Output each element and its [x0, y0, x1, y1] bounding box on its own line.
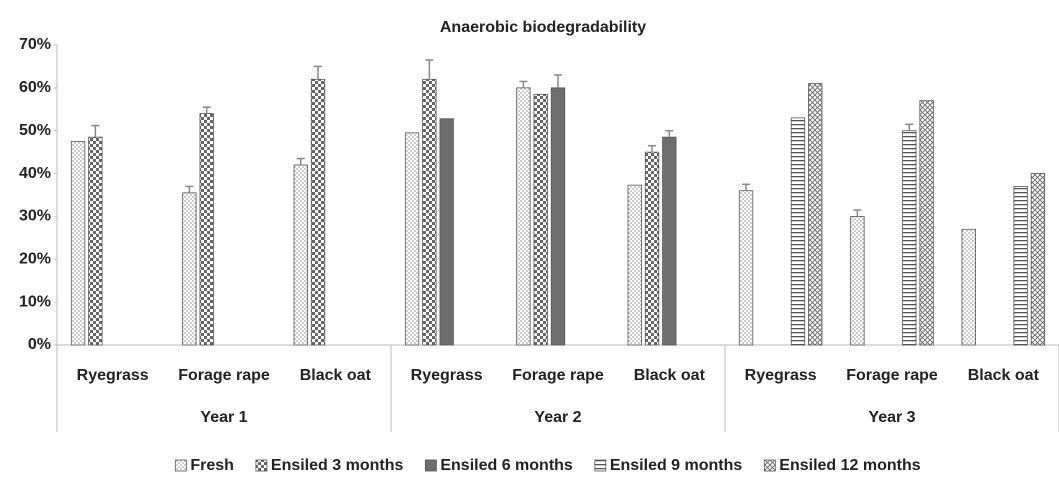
- legend-swatch: [763, 459, 776, 472]
- bar: [790, 117, 806, 346]
- y-tick-label: 60%: [19, 79, 51, 96]
- y-tick-label: 20%: [19, 251, 51, 268]
- x-tick-label: Ryegrass: [745, 367, 817, 384]
- x-tick-label: Forage rape: [178, 367, 270, 384]
- bar: [738, 190, 754, 346]
- error-bar: [554, 74, 562, 88]
- group-label: Year 1: [200, 409, 247, 426]
- bar: [808, 83, 823, 346]
- error-bar: [314, 65, 323, 80]
- error-bar: [905, 123, 914, 131]
- legend-swatch: [594, 459, 607, 472]
- x-tick-label: Ryegrass: [411, 367, 483, 384]
- y-tick-label: 70%: [19, 36, 51, 53]
- legend-label: Ensiled 3 months: [271, 457, 404, 474]
- y-tick-label: 50%: [19, 122, 51, 139]
- bar: [644, 151, 660, 346]
- chart-title: Anaerobic biodegradability: [440, 19, 646, 36]
- error-bar: [296, 157, 305, 165]
- legend-swatch: [174, 459, 187, 472]
- x-tick-label: Black oat: [634, 367, 706, 384]
- bar: [404, 132, 420, 346]
- bar: [70, 141, 86, 346]
- error-bar: [648, 144, 657, 153]
- y-tick-label: 0%: [28, 336, 51, 353]
- x-tick-label: Forage rape: [846, 367, 938, 384]
- bar: [662, 136, 677, 346]
- legend-label: Ensiled 6 months: [440, 457, 573, 474]
- bar: [533, 93, 548, 346]
- bar: [1013, 186, 1028, 346]
- error-bar: [202, 106, 211, 114]
- bar: [961, 228, 976, 346]
- group-label: Year 3: [868, 409, 915, 426]
- error-bar: [91, 124, 100, 138]
- x-tick-label: Black oat: [300, 367, 372, 384]
- bar: [310, 78, 326, 346]
- x-tick-label: Forage rape: [512, 367, 604, 384]
- x-tick-label: Ryegrass: [77, 367, 149, 384]
- bar: [88, 136, 103, 346]
- error-bar: [742, 183, 751, 191]
- bar: [516, 87, 531, 346]
- legend-label: Fresh: [190, 457, 234, 474]
- error-bar: [185, 185, 194, 193]
- bar: [550, 87, 566, 346]
- y-tick-label: 40%: [19, 165, 51, 182]
- bar: [199, 113, 214, 346]
- error-bar: [519, 80, 528, 88]
- error-bar: [425, 59, 434, 80]
- x-tick-label: Black oat: [968, 367, 1040, 384]
- bar: [627, 184, 642, 346]
- bar: [293, 164, 308, 346]
- group-label: Year 2: [534, 409, 581, 426]
- legend-swatch: [255, 459, 268, 472]
- legend-label: Ensiled 9 months: [610, 457, 743, 474]
- bar: [439, 118, 454, 346]
- error-bar: [665, 129, 674, 138]
- legend-label: Ensiled 12 months: [779, 457, 920, 474]
- y-tick-label: 30%: [19, 208, 51, 225]
- legend-swatch: [424, 459, 437, 472]
- bar: [919, 100, 934, 346]
- bar: [1030, 173, 1046, 346]
- bar: [422, 78, 437, 346]
- error-bar: [853, 209, 862, 217]
- bar: [902, 130, 917, 346]
- bar: [182, 192, 197, 346]
- y-tick-label: 10%: [19, 293, 51, 310]
- bar: [850, 216, 865, 346]
